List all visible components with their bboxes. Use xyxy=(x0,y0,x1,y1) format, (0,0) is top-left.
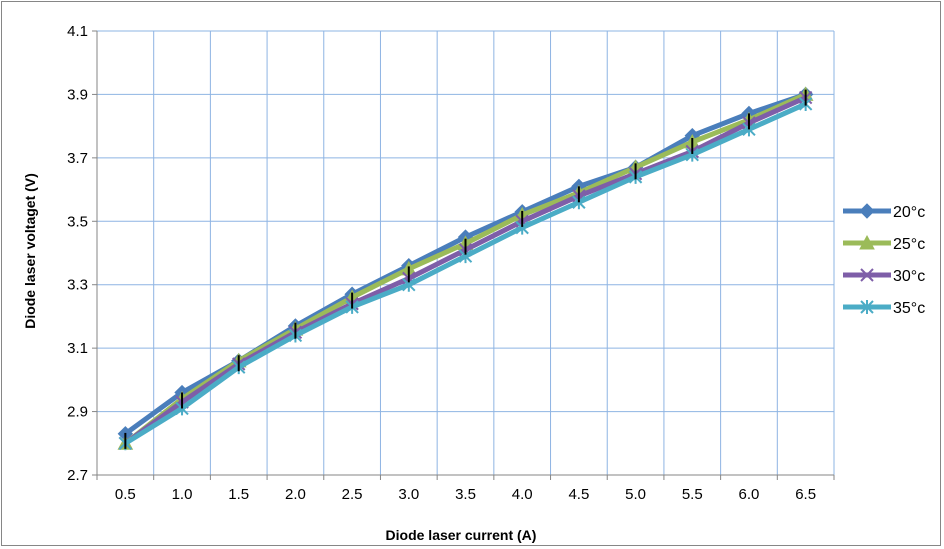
x-tick-label: 1.5 xyxy=(228,486,249,503)
series-0 xyxy=(117,86,814,442)
x-axis-ticks: 0.5 1.0 1.5 2.0 2.5 3.0 3.5 4.0 4.5 5.0 5.5 6.0 6.5 xyxy=(96,475,835,503)
legend-marker xyxy=(859,234,875,250)
series-group xyxy=(117,86,814,451)
series-3 xyxy=(118,96,813,451)
x-tick-label: 5.0 xyxy=(625,486,646,503)
legend-marker xyxy=(860,268,874,282)
axes xyxy=(96,31,834,476)
y-tick-label: 3.3 xyxy=(67,277,88,294)
legend-label: 35°c xyxy=(893,300,925,317)
legend-marker xyxy=(859,203,875,219)
y-axis-title: Diode laser voltaget (V) xyxy=(22,173,38,329)
x-tick-label: 4.5 xyxy=(568,486,589,503)
x-tick-label: 2.0 xyxy=(285,486,306,503)
x-tick-label: 3.5 xyxy=(455,486,476,503)
y-tick-label: 4.1 xyxy=(67,23,88,40)
legend-marker xyxy=(860,300,874,314)
series-line xyxy=(124,101,807,446)
x-tick-label: 3.0 xyxy=(398,486,419,503)
y-tick-label: 2.7 xyxy=(67,467,88,484)
x-tick-label: 2.5 xyxy=(342,486,363,503)
x-tick-label: 6.5 xyxy=(795,486,816,503)
x-tick-label: 0.5 xyxy=(115,486,136,503)
x-tick-label: 1.0 xyxy=(172,486,193,503)
y-tick-label: 2.9 xyxy=(67,404,88,421)
legend: 20°c 25°c 30°c 35°c xyxy=(843,203,925,317)
y-tick-label: 3.7 xyxy=(67,150,88,167)
y-tick-label: 3.1 xyxy=(67,340,88,357)
x-axis-title: Diode laser current (A) xyxy=(386,527,537,543)
legend-label: 25°c xyxy=(893,236,925,253)
legend-label: 30°c xyxy=(893,268,925,285)
error-bars xyxy=(124,89,807,449)
x-tick-label: 6.0 xyxy=(739,486,760,503)
legend-label: 20°c xyxy=(893,204,925,221)
y-tick-label: 3.9 xyxy=(67,86,88,103)
y-tick-label: 3.5 xyxy=(67,213,88,230)
y-axis-ticks: 2.7 2.9 3.1 3.3 3.5 3.7 3.9 4.1 xyxy=(67,23,97,484)
x-tick-label: 4.0 xyxy=(512,486,533,503)
x-tick-label: 5.5 xyxy=(682,486,703,503)
